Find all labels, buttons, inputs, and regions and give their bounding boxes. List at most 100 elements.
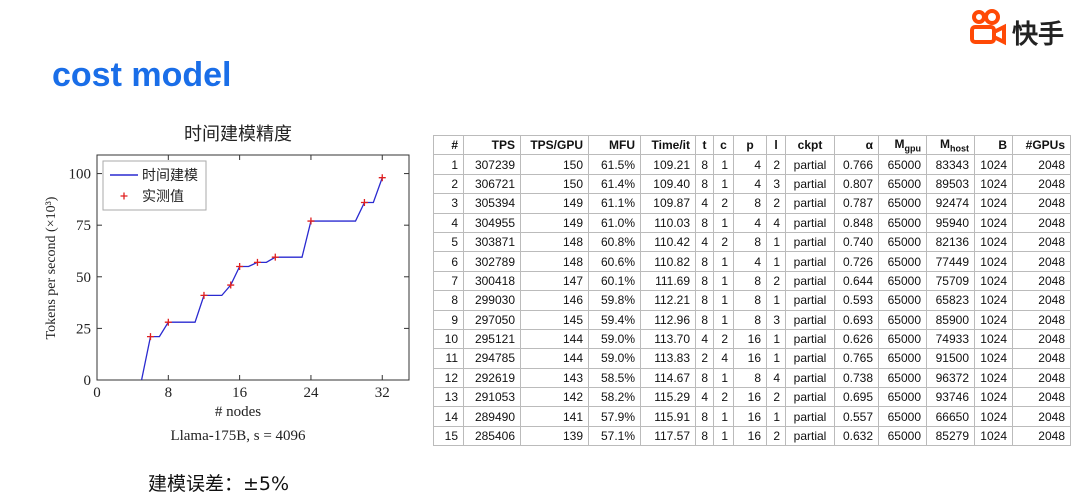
table-cell: 60.1% [588, 270, 641, 292]
table-cell: 8 [695, 251, 714, 272]
table-cell: partial [785, 193, 835, 214]
table-row: 5 303871 148 60.8% 110.42 4 2 8 1 partial 0.740 650… [433, 231, 1071, 253]
table-cell: 5 [433, 231, 464, 253]
table-cell: partial [785, 406, 835, 427]
table-cell: 307239 [463, 154, 521, 175]
table-cell: 109.87 [640, 193, 696, 214]
y-tick-label: 100 [69, 167, 92, 183]
header-cell: # [433, 134, 464, 156]
table-cell: 12 [433, 367, 464, 389]
table-cell: 2048 [1012, 290, 1071, 311]
table-cell: 109.40 [640, 173, 696, 195]
table-cell: 110.03 [640, 212, 696, 233]
table-row: 3 305394 149 61.1% 109.87 4 2 8 2 partial 0.787 650… [433, 193, 1071, 214]
table-cell: partial [785, 328, 835, 350]
table-cell: 65000 [878, 387, 927, 408]
table-cell: 111.69 [640, 270, 696, 292]
table-cell: 7 [433, 270, 464, 292]
header-cell: B [974, 134, 1013, 156]
table-cell: 95940 [926, 212, 975, 233]
table-cell: 1 [713, 154, 734, 175]
header-cell: #GPUs [1012, 134, 1071, 156]
table-cell: 146 [520, 290, 589, 311]
table-cell: 147 [520, 270, 589, 292]
logo-icon [970, 9, 1006, 46]
table-cell: 8 [433, 290, 464, 311]
table-cell: 0.807 [834, 173, 879, 195]
header-subscript: host [950, 143, 969, 154]
table-cell: 1 [766, 348, 786, 369]
table-cell: 143 [520, 367, 589, 389]
table-row: 9 297050 145 59.4% 112.96 8 1 8 3 partial 0.693 650… [433, 309, 1071, 330]
table-cell: 2 [713, 387, 734, 408]
measured-point [307, 217, 315, 225]
table-cell: 304955 [463, 212, 521, 233]
measured-point [253, 258, 261, 266]
table-cell: 65000 [878, 212, 927, 233]
table-cell: 10 [433, 328, 464, 350]
table-cell: 1 [713, 212, 734, 233]
table-cell: 4 [433, 212, 464, 233]
table-cell: partial [785, 154, 835, 175]
table-cell: 13 [433, 387, 464, 408]
table-cell: 8 [733, 367, 767, 389]
table-cell: 4 [733, 251, 767, 272]
measured-point [378, 174, 386, 182]
table-cell: 1024 [974, 367, 1013, 389]
table-cell: 1 [766, 251, 786, 272]
table-row: 14 289490 141 57.9% 115.91 8 1 16 1 partial 0.557 6… [433, 406, 1071, 427]
table-cell: 65000 [878, 328, 927, 350]
table-cell: 1 [713, 270, 734, 292]
table-cell: 89503 [926, 173, 975, 195]
table-cell: 303871 [463, 231, 521, 253]
table-cell: 2048 [1012, 270, 1071, 292]
table-cell: 65000 [878, 231, 927, 253]
table-cell: 96372 [926, 367, 975, 389]
table-cell: 1 [713, 290, 734, 311]
table-cell: 3 [433, 193, 464, 214]
header-cell: Mhost [926, 134, 975, 156]
table-cell: 306721 [463, 173, 521, 195]
table-cell: 8 [695, 270, 714, 292]
table-cell: 4 [713, 348, 734, 369]
table-cell: 2 [766, 193, 786, 214]
table-cell: 4 [733, 173, 767, 195]
table-cell: 0.557 [834, 406, 879, 427]
table-cell: 8 [695, 367, 714, 389]
table-cell: 8 [733, 290, 767, 311]
table-row: 6 302789 148 60.6% 110.82 8 1 4 1 partial 0.726 650… [433, 251, 1071, 272]
table-cell: 1024 [974, 270, 1013, 292]
table-cell: 83343 [926, 154, 975, 175]
table-cell: 1 [433, 154, 464, 175]
table-cell: 1 [713, 367, 734, 389]
table-cell: 302789 [463, 251, 521, 272]
header-row: # TPS TPS/GPU MFU Time/it t c p l ckpt α Mgpu Mhost B… [433, 134, 1071, 156]
table-cell: 295121 [463, 328, 521, 350]
header-cell: l [766, 134, 786, 156]
table-cell: 305394 [463, 193, 521, 214]
table-cell: 4 [766, 212, 786, 233]
measured-point [164, 318, 172, 326]
table-cell: 8 [733, 309, 767, 330]
table-row: 11 294785 144 59.0% 113.83 2 4 16 1 partial 0.765 6… [433, 348, 1071, 369]
table-cell: 1 [766, 328, 786, 350]
table-cell: 2 [433, 173, 464, 195]
header-cell: c [713, 134, 734, 156]
table-cell: 58.5% [588, 367, 641, 389]
table-cell: 92474 [926, 193, 975, 214]
table-cell: 0.848 [834, 212, 879, 233]
table-cell: partial [785, 387, 835, 408]
table-cell: 61.5% [588, 154, 641, 175]
table-cell: 4 [766, 367, 786, 389]
table-cell: 85900 [926, 309, 975, 330]
table-cell: partial [785, 173, 835, 195]
table-cell: 2048 [1012, 212, 1071, 233]
table-cell: 2048 [1012, 425, 1071, 447]
table-cell: 3 [766, 173, 786, 195]
table-cell: 9 [433, 309, 464, 330]
y-tick-label: 75 [76, 218, 91, 234]
table-cell: 2048 [1012, 173, 1071, 195]
table-cell: 59.0% [588, 348, 641, 369]
table-cell: 148 [520, 231, 589, 253]
table-cell: 60.6% [588, 251, 641, 272]
